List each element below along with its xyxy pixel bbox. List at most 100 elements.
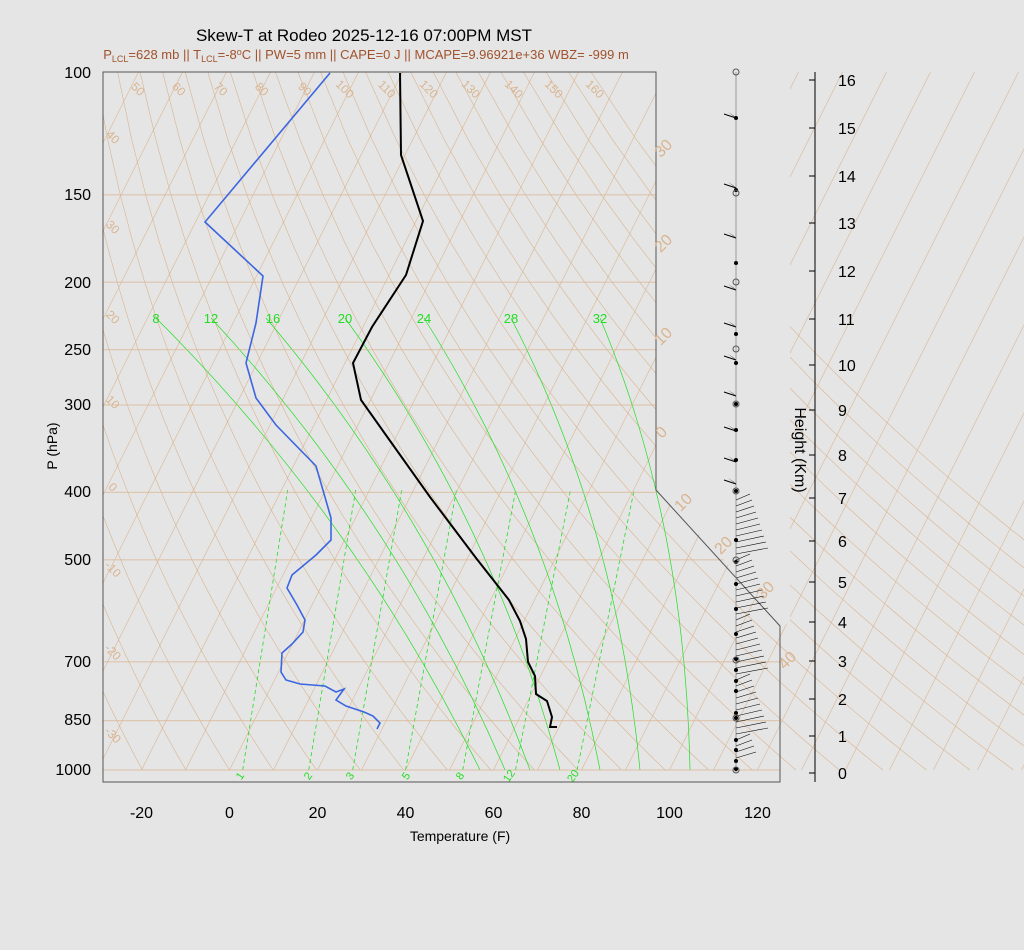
- wind-barb: [735, 679, 753, 687]
- wind-barb: [735, 577, 759, 585]
- wind-barb: [735, 721, 767, 729]
- wind-level-dot: [734, 332, 738, 336]
- wind-barb: [735, 613, 751, 621]
- right-mask: [656, 60, 790, 628]
- wind-level-dot: [734, 657, 738, 661]
- isotherm-line: [801, 324, 1024, 771]
- subtitle-sep: ||: [251, 47, 265, 62]
- moist-adiabat-line: [210, 317, 506, 771]
- wind-barb: [735, 493, 751, 501]
- mixing-ratio-label: 8: [454, 770, 467, 782]
- mixing-ratio-line: [462, 489, 517, 771]
- wind-barb: [723, 355, 737, 361]
- wind-level-dot: [734, 668, 738, 672]
- moist-adiabat-line: [155, 317, 481, 771]
- wind-level-dot: [734, 767, 738, 771]
- mixing-ratio-lines: [155, 317, 691, 771]
- wind-barb: [735, 517, 759, 525]
- isotherm-line: [97, 71, 447, 771]
- wind-level-dot: [734, 607, 738, 611]
- wind-barb-flag: [728, 456, 736, 462]
- mixing-ratio-line: [405, 489, 457, 771]
- wind-barb: [735, 523, 761, 531]
- wind-barb: [723, 391, 737, 397]
- height-tick-label: 4: [838, 615, 847, 632]
- subtitle-sep: ||: [326, 47, 340, 62]
- wind-barb: [735, 565, 755, 573]
- wind-barb: [735, 583, 761, 591]
- wind-barb: [735, 553, 751, 561]
- subtitle-pw: PW=5 mm: [265, 47, 326, 62]
- wind-level-ring: [732, 345, 740, 353]
- wind-barb: [723, 426, 737, 432]
- wind-barb: [723, 233, 737, 239]
- height-tick-label: 11: [838, 312, 855, 329]
- wind-barb: [735, 655, 765, 663]
- mixing-ratio-label: 20: [565, 768, 582, 785]
- wind-barb: [735, 673, 751, 681]
- mixing-ratio-label: 8: [152, 311, 159, 326]
- wind-level-ring: [732, 656, 740, 664]
- wind-level-dot: [734, 489, 738, 493]
- subtitle-mcape: MCAPE=9.96921e+36: [415, 47, 545, 62]
- chart-subtitle: PLCL=628 mb || TLCL=-8oC || PW=5 mm || C…: [103, 47, 629, 64]
- pressure-tick-label: 400: [64, 484, 91, 501]
- wind-level-dot: [734, 402, 738, 406]
- mixing-ratio-label: 1: [234, 770, 247, 782]
- height-tick-label: 14: [838, 169, 856, 186]
- isotherm-line: [713, 148, 1024, 771]
- wind-barb: [735, 511, 757, 519]
- pressure-tick-label: 700: [64, 654, 91, 671]
- wind-level-dot: [734, 428, 738, 432]
- subtitle-deg-unit: C: [242, 47, 251, 62]
- wind-level-ring: [732, 278, 740, 286]
- wind-barb: [735, 649, 763, 657]
- pressure-tick-label: 300: [64, 397, 91, 414]
- wind-barb-flag: [728, 232, 736, 238]
- moist-adiabat-line: [265, 317, 531, 771]
- isotherm-line: [317, 71, 667, 771]
- wind-level-ring: [732, 487, 740, 495]
- wind-barb: [735, 733, 751, 741]
- wind-barb: [723, 457, 737, 463]
- mixing-ratio-line: [515, 489, 571, 771]
- temperature-series-line: [351, 72, 557, 728]
- wind-level-dot: [734, 711, 738, 715]
- wind-barb: [735, 727, 769, 735]
- height-tick-label: 13: [838, 216, 856, 233]
- isotherm-line: [933, 588, 1024, 771]
- height-tick-label: 7: [838, 491, 847, 508]
- wind-barb: [735, 715, 765, 723]
- mixing-ratio-label: 5: [400, 770, 413, 782]
- wind-barb: [735, 619, 753, 627]
- wind-barb: [735, 601, 767, 609]
- subtitle-plcl-value: 628 mb: [136, 47, 179, 62]
- moist-adiabat-line: [510, 317, 641, 771]
- subtitle-plcl-eq: =: [128, 47, 136, 62]
- subtitle-tlcl-eq: =: [218, 47, 226, 62]
- pressure-tick-label: 150: [64, 187, 91, 204]
- subtitle-cape: CAPE=0 J: [340, 47, 400, 62]
- wind-barb: [735, 535, 765, 543]
- wind-level-dot: [734, 632, 738, 636]
- height-axis-label: Height (Km): [791, 407, 808, 492]
- mixing-ratio-label: 2: [302, 770, 315, 782]
- height-tick-label: 12: [838, 264, 856, 281]
- wind-barb: [735, 751, 757, 759]
- subtitle-tlcl-value: -8: [225, 47, 237, 62]
- mixing-ratio-label: 12: [204, 311, 218, 326]
- wind-level-dot: [734, 689, 738, 693]
- subtitle-plcl-p: P: [103, 47, 112, 62]
- wind-level-dot: [734, 738, 738, 742]
- mixing-ratio-label: 24: [417, 311, 431, 326]
- wind-barb-flag: [728, 182, 736, 188]
- height-tick-label: 16: [838, 73, 856, 90]
- wind-barb: [735, 547, 769, 555]
- isotherm-line: [625, 71, 975, 771]
- temperature-tick-label: 120: [744, 805, 771, 822]
- wind-barbs: [723, 68, 769, 774]
- wind-barb: [735, 571, 757, 579]
- temperature-tick-label: 80: [573, 805, 591, 822]
